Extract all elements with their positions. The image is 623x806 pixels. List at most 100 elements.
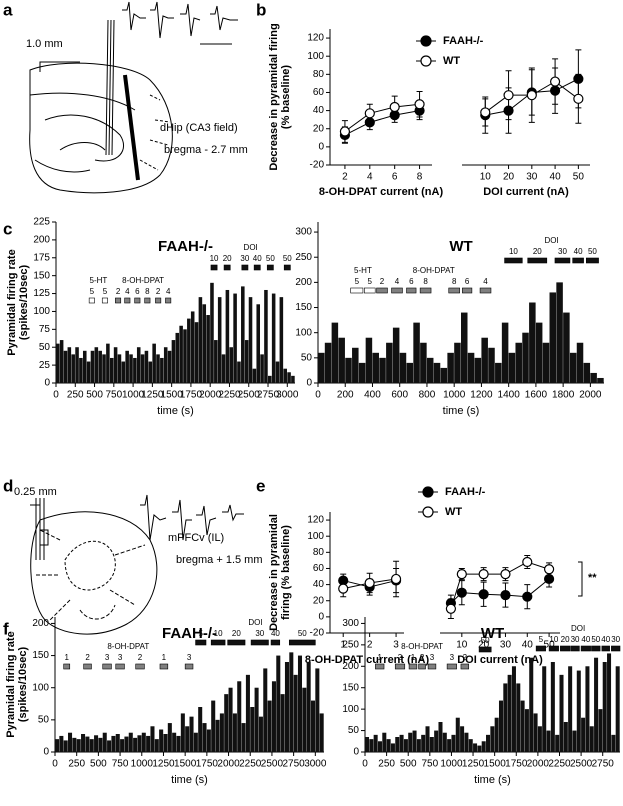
drug-name: 8-OH-DPAT: [107, 642, 149, 651]
bar: [125, 350, 129, 383]
dose-label: 40: [574, 247, 583, 256]
bar: [152, 343, 156, 383]
bar: [59, 735, 64, 752]
bar: [386, 739, 391, 752]
panel-label: a: [3, 0, 13, 19]
drug-application: [288, 639, 316, 646]
bar: [338, 337, 345, 383]
bar: [150, 726, 155, 752]
y-tick-label: 100: [33, 306, 50, 317]
marker: [573, 93, 584, 104]
y-tick-label: -20: [310, 628, 325, 639]
dose-label: 2: [116, 287, 121, 296]
drug-application: [391, 287, 403, 294]
bar: [98, 350, 102, 383]
bar: [185, 726, 190, 752]
x-tick-label: 20: [503, 172, 515, 183]
bar: [293, 674, 298, 752]
x-tick-label: 2250: [548, 759, 571, 770]
bar: [263, 668, 268, 752]
drug-application: [535, 645, 546, 652]
marker: [338, 583, 349, 594]
bar: [250, 707, 255, 752]
bar: [72, 737, 77, 752]
x-tick-label: 8: [417, 172, 423, 183]
dose-label: 1: [377, 653, 382, 662]
marker: [445, 603, 457, 614]
x-axis-label: DOI current (nA): [457, 654, 543, 666]
bar: [590, 372, 597, 383]
bar: [550, 662, 555, 752]
dose-label: 3: [118, 653, 123, 662]
drug-application: [195, 639, 207, 646]
bar: [556, 282, 563, 383]
dose-label: 10: [214, 629, 223, 638]
x-tick-label: 1000: [443, 390, 466, 401]
bar: [302, 687, 307, 752]
bar: [106, 343, 110, 383]
x-tick-label: 1200: [470, 390, 493, 401]
bar: [585, 666, 590, 752]
dose-label: 6: [409, 277, 414, 286]
bar: [276, 655, 281, 752]
x-tick-label: 1750: [196, 759, 219, 770]
bar: [79, 357, 83, 383]
x-tick-label: 1: [340, 640, 346, 651]
bar: [369, 739, 374, 752]
x-tick-label: 2000: [579, 390, 602, 401]
bar: [156, 354, 160, 383]
drug-application: [376, 287, 388, 294]
drug-application: [408, 663, 418, 670]
bar: [167, 350, 172, 383]
drug-application: [210, 639, 226, 646]
drug-application: [601, 645, 610, 652]
x-tick-label: 40: [522, 640, 534, 651]
bar: [225, 289, 230, 383]
bar: [379, 357, 386, 383]
x-tick-label: 1000: [440, 759, 463, 770]
dose-label: 6: [465, 277, 470, 286]
bar: [395, 737, 400, 752]
bar: [426, 357, 434, 383]
dose-label: 5: [355, 277, 360, 286]
y-tick-label: 250: [342, 639, 359, 650]
bregma-label: bregma - 2.7 mm: [164, 144, 248, 156]
bar: [117, 354, 122, 383]
marker: [390, 573, 402, 585]
drug-application: [63, 663, 71, 670]
bar: [56, 343, 60, 383]
x-tick-label: 2750: [257, 390, 280, 401]
legend-label: WT: [445, 506, 462, 518]
marker: [500, 589, 511, 601]
drug-application: [504, 257, 523, 264]
legend-marker: [422, 486, 434, 498]
dose-label: 5: [199, 629, 204, 638]
legend-label: WT: [443, 55, 460, 67]
dose-label: 10: [509, 247, 518, 256]
drug-application: [227, 639, 246, 646]
marker: [478, 569, 489, 580]
legend-label: FAAH-/-: [445, 486, 486, 498]
bar: [576, 670, 581, 752]
bar: [256, 304, 261, 383]
bar: [221, 354, 226, 383]
drug-application: [102, 663, 112, 670]
drug-application: [394, 663, 406, 670]
bar: [358, 362, 366, 383]
legend-marker: [422, 506, 434, 518]
brain-diagram: [30, 494, 244, 635]
x-tick-label: 400: [364, 390, 381, 401]
bar: [442, 732, 447, 752]
y-tick-label: 300: [342, 618, 359, 629]
drug-application: [184, 663, 194, 670]
drug-application: [375, 663, 385, 670]
bar: [198, 297, 203, 383]
y-tick-label: 20: [313, 595, 325, 606]
bar: [214, 340, 218, 383]
bar: [90, 350, 95, 383]
y-tick-label: 20: [313, 123, 325, 134]
bar: [464, 732, 469, 752]
bar: [202, 304, 207, 383]
bar: [490, 726, 495, 752]
